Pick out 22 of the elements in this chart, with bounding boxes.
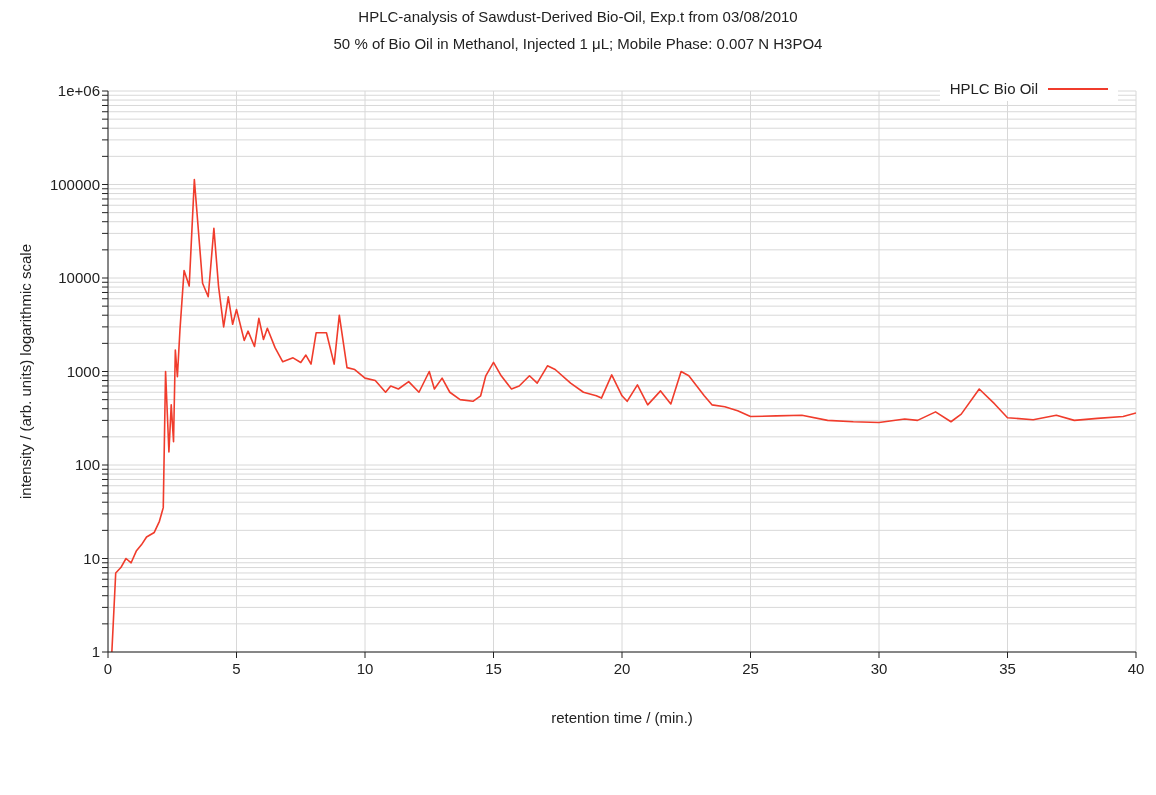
y-tick-label: 1 [91, 643, 100, 661]
legend-label: HPLC Bio Oil [949, 80, 1038, 97]
x-tick-label: 5 [232, 660, 241, 677]
y-tick-label: 1e+06 [57, 82, 100, 100]
y-tick-label: 10000 [58, 269, 100, 287]
x-tick-label: 40 [1127, 660, 1145, 677]
y-tick-label: 100 [74, 456, 100, 474]
y-axis-title: intensity / (arb. units) logarithmic scale [17, 243, 35, 500]
x-tick-label: 15 [485, 660, 502, 677]
x-tick-label: 20 [613, 660, 631, 677]
chart-title: HPLC-analysis of Sawdust-Derived Bio-Oil, Exp.t from 03/08/2010 [357, 8, 799, 25]
line-series [111, 178, 1136, 652]
x-tick-label: 0 [103, 660, 113, 677]
y-tick-label: 1000 [66, 362, 100, 380]
x-tick-label: 25 [742, 660, 759, 677]
y-tick-label: 10 [83, 549, 100, 567]
chart-subtitle: 50 % of Bio Oil in Methanol, Injected 1 μL; Mobile Phase: 0.007 N H3PO4 [332, 35, 824, 52]
x-tick-label: 30 [870, 660, 888, 677]
y-tick-label: 100000 [49, 175, 100, 193]
x-tick-label: 35 [999, 660, 1016, 677]
x-tick-label: 10 [356, 660, 374, 677]
x-axis-title: retention time / (min.) [551, 708, 693, 726]
